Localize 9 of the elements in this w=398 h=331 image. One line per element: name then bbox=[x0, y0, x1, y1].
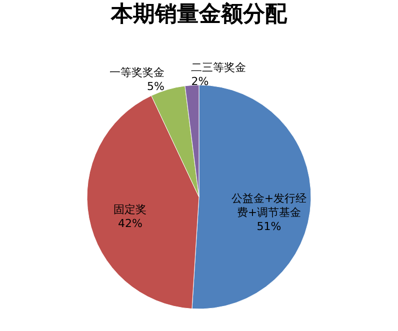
data-label: 51% bbox=[256, 220, 282, 234]
data-label: 42% bbox=[118, 217, 142, 230]
slice-label: 固定奖 bbox=[114, 203, 147, 216]
slice-label: 一等奖奖金 bbox=[109, 66, 164, 79]
chart-title: 本期销量金额分配 bbox=[110, 1, 288, 28]
slice-label: 二三等奖金 bbox=[191, 61, 246, 74]
data-label: 5% bbox=[146, 80, 164, 93]
data-label: 2% bbox=[191, 75, 209, 88]
slice-label: 公益金+发行经费+调节基金 bbox=[231, 192, 307, 220]
